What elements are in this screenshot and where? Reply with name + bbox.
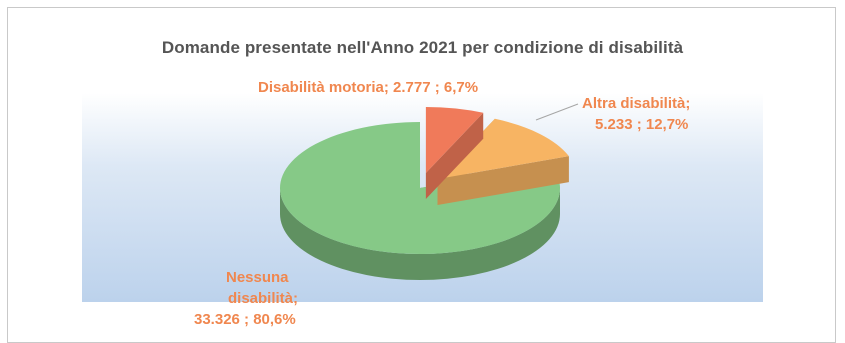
- label-altra-disabilita-line2: 5.233 ; 12,7%: [595, 116, 689, 133]
- leader-line: [535, 103, 579, 121]
- label-disabilita-motoria: Disabilità motoria; 2.777 ; 6,7%: [258, 79, 479, 96]
- label-nessuna-disabilita-line2: disabilità;: [228, 290, 299, 307]
- chart-title: Domande presentate nell'Anno 2021 per co…: [161, 38, 684, 57]
- label-altra-disabilita-line1: Altra disabilità;: [582, 95, 691, 112]
- pie-slice-disabilita-motoria: [425, 106, 484, 199]
- label-nessuna-disabilita-line1: Nessuna: [226, 269, 289, 286]
- label-nessuna-disabilita-line3: 33.326 ; 80,6%: [194, 311, 296, 328]
